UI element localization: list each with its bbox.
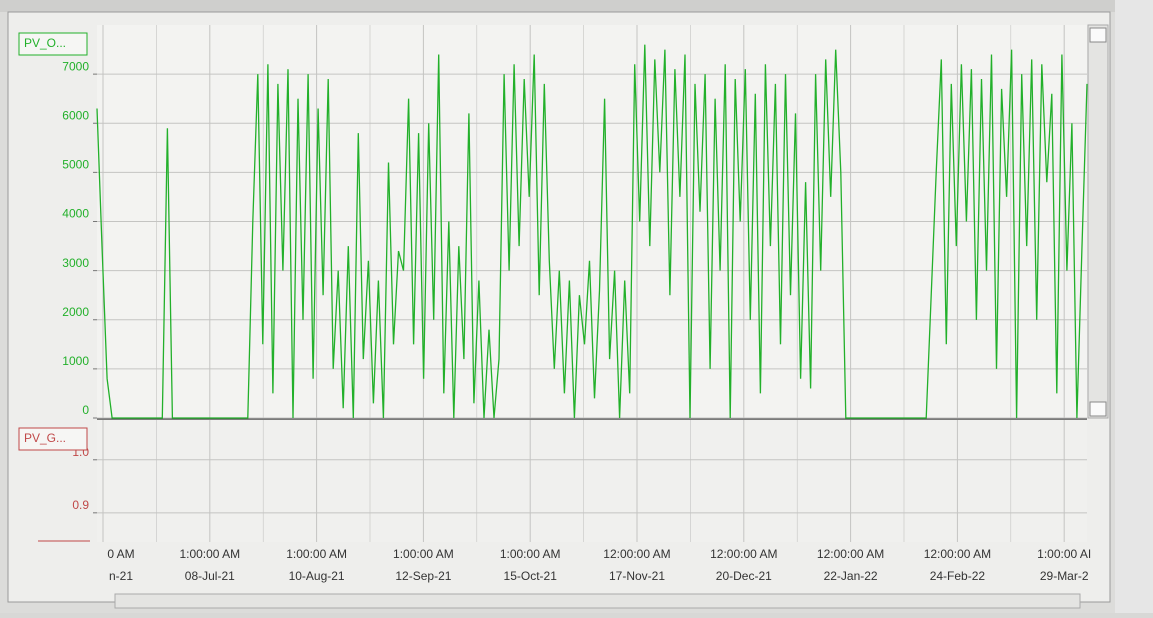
horizontal-scrollbar[interactable]: [115, 594, 1080, 608]
x-tick-date: 15-Oct-21: [504, 569, 558, 583]
x-tick-date: 22-Jan-22: [824, 569, 878, 583]
y-tick-label: 3000: [62, 256, 89, 270]
plot-area-bottom: [97, 420, 1087, 542]
side-panel: [1115, 0, 1153, 613]
x-tick-time: 12:00:00 AM: [924, 547, 991, 561]
vertical-scrollbar[interactable]: [1088, 25, 1108, 418]
y-tick-label: 1000: [62, 354, 89, 368]
x-tick-date: n-21: [109, 569, 133, 583]
x-tick-time: 12:00:00 AM: [710, 547, 777, 561]
x-tick-time: 0 AM: [107, 547, 134, 561]
legend-label: PV_G...: [24, 431, 66, 445]
y-tick-label: 7000: [62, 59, 89, 73]
x-tick-date: 10-Aug-21: [289, 569, 345, 583]
x-tick-date: 08-Jul-21: [185, 569, 235, 583]
x-tick-time: 1:00:00 AM: [179, 547, 240, 561]
y-tick-label: 0: [82, 403, 89, 417]
x-tick-date: 12-Sep-21: [395, 569, 451, 583]
x-tick-time: 12:00:00 AM: [817, 547, 884, 561]
x-tick-time: 1:00:00 AM: [393, 547, 454, 561]
y-tick-label: 0.9: [72, 498, 89, 512]
x-tick-date: 29-Mar-2: [1040, 569, 1089, 583]
toolbar[interactable]: [0, 0, 1115, 12]
trend-window: 0 1000 2000 3000 4000 5000 6000 7000 PV_O... 0 AM…: [0, 0, 1153, 613]
y-tick-label: 6000: [62, 108, 89, 122]
x-tick-time: 1:00:00 AI: [1037, 547, 1091, 561]
legend-label: PV_O...: [24, 36, 66, 50]
x-tick-date: 17-Nov-21: [609, 569, 665, 583]
scroll-up[interactable]: [1090, 28, 1106, 42]
x-tick-date: 20-Dec-21: [716, 569, 772, 583]
x-tick-time: 1:00:00 AM: [286, 547, 347, 561]
x-tick-time: 12:00:00 AM: [603, 547, 670, 561]
y-tick-label: 2000: [62, 305, 89, 319]
scroll-down[interactable]: [1090, 402, 1106, 416]
x-tick-date: 24-Feb-22: [930, 569, 986, 583]
y-tick-label: 5000: [62, 158, 89, 172]
y-tick-label: 4000: [62, 207, 89, 221]
x-tick-time: 1:00:00 AM: [500, 547, 561, 561]
